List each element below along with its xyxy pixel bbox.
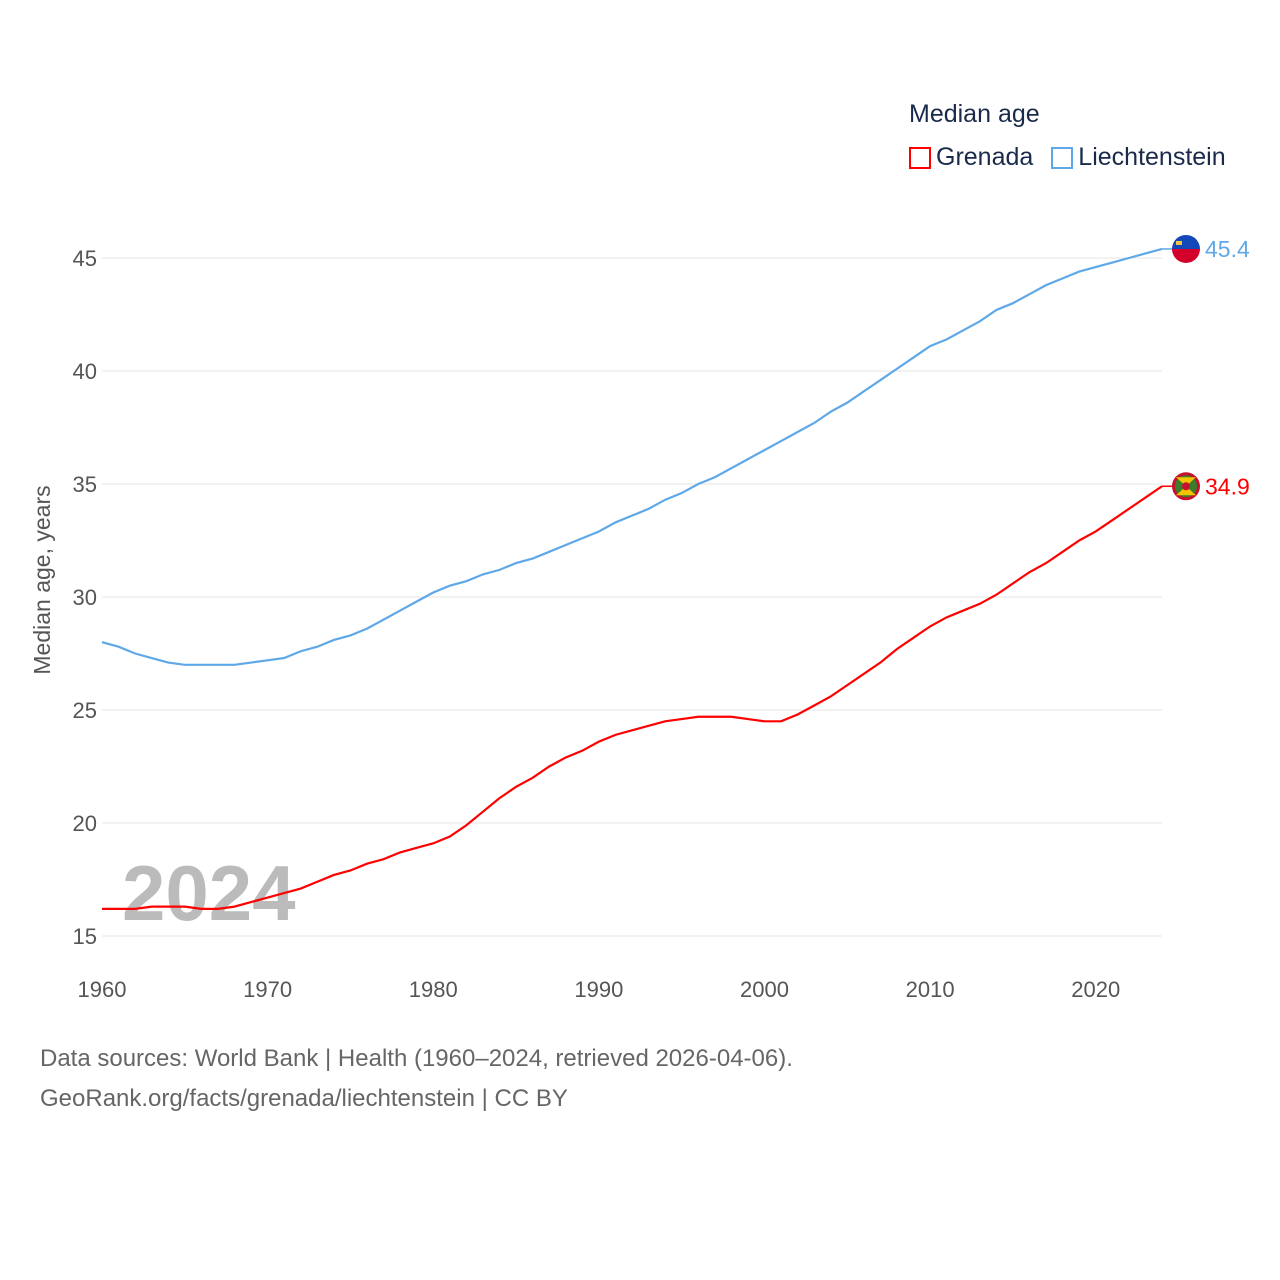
legend-swatch-liechtenstein: [1051, 146, 1074, 169]
flag-top: [1172, 234, 1200, 249]
y-tick-label: 30: [73, 585, 97, 610]
y-axis-label: Median age, years: [29, 485, 55, 674]
y-tick-label: 25: [73, 698, 97, 723]
year-watermark: 2024: [122, 849, 296, 937]
series-line-liechtenstein: [101, 247, 1163, 666]
x-tick-label: 2010: [906, 977, 955, 1002]
y-tick-label: 15: [73, 924, 97, 949]
end-value-label: 45.4: [1205, 236, 1250, 262]
x-tick-label: 2020: [1071, 977, 1120, 1002]
footer-link[interactable]: GeoRank.org/facts/grenada/liechtenstein …: [40, 1085, 568, 1112]
flag-center: [1182, 482, 1190, 491]
x-tick-label: 2000: [740, 977, 789, 1002]
crown-icon: [1176, 240, 1182, 245]
flag-bottom: [1172, 248, 1200, 263]
legend: Grenada Liechtenstein: [909, 143, 1226, 172]
x-tick-label: 1980: [409, 977, 458, 1002]
x-tick-label: 1990: [574, 977, 623, 1002]
grenada-flag-icon: [1172, 472, 1200, 501]
legend-item-liechtenstein[interactable]: Liechtenstein: [1051, 143, 1226, 172]
legend-title: Median age: [909, 100, 1040, 128]
y-tick-label: 40: [73, 359, 97, 384]
legend-label: Grenada: [936, 143, 1034, 171]
legend-swatch-grenada: [909, 146, 931, 169]
series-line-grenada: [102, 485, 1163, 910]
y-tick-label: 45: [73, 246, 97, 271]
x-tick-label: 1960: [78, 977, 127, 1002]
y-tick-label: 20: [73, 811, 97, 836]
liechtenstein-flag-icon: [1172, 234, 1200, 263]
footer-sources: Data sources: World Bank | Health (1960–…: [40, 1045, 793, 1072]
y-tick-label: 35: [73, 472, 97, 497]
end-value-label: 34.9: [1205, 473, 1250, 499]
x-tick-label: 1970: [243, 977, 292, 1002]
legend-label: Liechtenstein: [1078, 143, 1226, 171]
legend-item-grenada[interactable]: Grenada: [909, 143, 1033, 172]
